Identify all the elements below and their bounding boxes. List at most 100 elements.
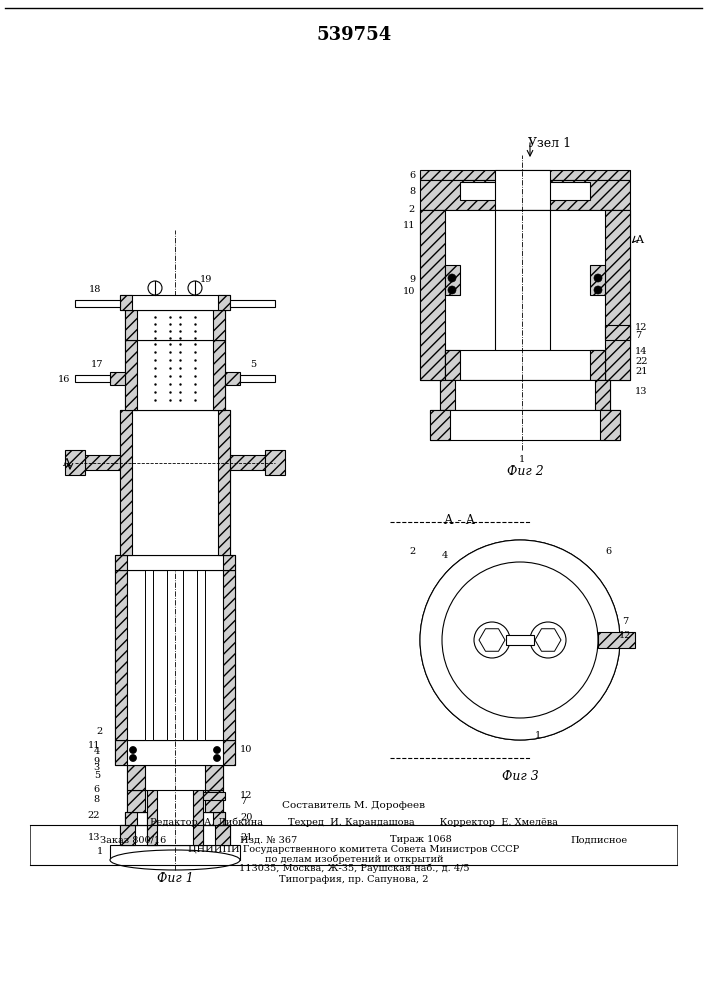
Polygon shape	[479, 629, 505, 651]
Text: 2: 2	[409, 206, 415, 215]
Text: 21: 21	[240, 834, 252, 842]
Text: 8: 8	[409, 188, 415, 196]
Text: Узел 1: Узел 1	[528, 137, 571, 150]
Text: Составитель М. Дорофеев: Составитель М. Дорофеев	[283, 800, 426, 810]
Text: 14: 14	[635, 348, 648, 357]
Text: 5: 5	[94, 770, 100, 780]
Text: 18: 18	[89, 285, 101, 294]
Polygon shape	[420, 210, 630, 380]
Text: 13: 13	[88, 834, 100, 842]
Polygon shape	[225, 372, 240, 385]
Polygon shape	[506, 635, 534, 645]
Text: 6: 6	[409, 170, 415, 180]
Text: Изд. № 367: Изд. № 367	[240, 836, 297, 844]
Circle shape	[214, 754, 221, 762]
Polygon shape	[125, 310, 225, 340]
Text: 11: 11	[88, 740, 100, 750]
Text: 9: 9	[94, 756, 100, 766]
Polygon shape	[535, 629, 561, 651]
Text: 4: 4	[442, 550, 448, 560]
Polygon shape	[445, 350, 605, 380]
Text: Заказ 800/16: Заказ 800/16	[100, 836, 166, 844]
Polygon shape	[440, 380, 610, 410]
Polygon shape	[598, 632, 635, 648]
Polygon shape	[420, 210, 445, 380]
Text: 2: 2	[409, 548, 415, 556]
Polygon shape	[223, 570, 235, 740]
Text: A: A	[62, 458, 70, 468]
Circle shape	[442, 562, 598, 718]
Polygon shape	[213, 340, 225, 410]
Polygon shape	[120, 295, 230, 310]
Circle shape	[188, 281, 202, 295]
Polygon shape	[127, 790, 223, 812]
Text: 6: 6	[605, 548, 611, 556]
Polygon shape	[115, 570, 127, 740]
Polygon shape	[605, 210, 630, 380]
Wedge shape	[420, 540, 620, 740]
Text: 12: 12	[619, 631, 631, 640]
Text: 3: 3	[94, 764, 100, 772]
Polygon shape	[120, 295, 132, 310]
Text: 20: 20	[240, 814, 252, 822]
Polygon shape	[430, 410, 620, 440]
Text: 9: 9	[409, 275, 415, 284]
Text: Тираж 1068: Тираж 1068	[390, 836, 452, 844]
Text: 7: 7	[635, 332, 641, 340]
Text: 7: 7	[240, 798, 246, 806]
Circle shape	[530, 622, 566, 658]
Polygon shape	[445, 265, 460, 295]
Polygon shape	[125, 340, 137, 410]
Text: Фиг 2: Фиг 2	[507, 465, 544, 478]
Text: 6: 6	[94, 786, 100, 794]
Polygon shape	[110, 845, 240, 860]
Text: A: A	[635, 235, 643, 245]
Text: 1: 1	[519, 455, 525, 464]
Polygon shape	[213, 812, 225, 825]
Text: 13: 13	[635, 387, 648, 396]
Circle shape	[594, 286, 602, 294]
Polygon shape	[120, 410, 230, 555]
Ellipse shape	[110, 850, 240, 870]
Polygon shape	[265, 450, 285, 475]
Text: 8: 8	[94, 796, 100, 804]
Text: 16: 16	[58, 374, 70, 383]
Polygon shape	[430, 410, 450, 440]
Polygon shape	[218, 295, 230, 310]
Polygon shape	[75, 375, 110, 382]
Text: 19: 19	[200, 275, 212, 284]
Polygon shape	[203, 792, 225, 800]
Polygon shape	[495, 210, 550, 380]
Polygon shape	[115, 555, 127, 570]
Text: 7: 7	[622, 617, 628, 626]
Polygon shape	[125, 310, 137, 340]
Polygon shape	[147, 785, 157, 845]
Polygon shape	[115, 740, 127, 765]
Text: А - А: А - А	[445, 514, 476, 526]
Polygon shape	[445, 350, 460, 380]
Text: 10: 10	[402, 288, 415, 296]
Polygon shape	[147, 785, 203, 845]
Polygon shape	[205, 790, 223, 812]
Polygon shape	[223, 740, 235, 765]
Polygon shape	[167, 570, 183, 740]
Polygon shape	[75, 300, 120, 307]
Circle shape	[129, 746, 136, 754]
Polygon shape	[460, 182, 590, 200]
Polygon shape	[65, 450, 85, 475]
Polygon shape	[605, 325, 630, 340]
Polygon shape	[420, 170, 630, 180]
Polygon shape	[240, 375, 275, 382]
Polygon shape	[230, 455, 265, 470]
Text: 5: 5	[250, 360, 256, 369]
Polygon shape	[145, 570, 153, 740]
Circle shape	[594, 274, 602, 282]
Polygon shape	[115, 740, 235, 765]
Polygon shape	[600, 410, 620, 440]
Polygon shape	[115, 555, 235, 570]
Polygon shape	[193, 785, 203, 845]
Circle shape	[448, 274, 456, 282]
Polygon shape	[120, 825, 230, 845]
Polygon shape	[218, 410, 230, 555]
Text: 4: 4	[94, 748, 100, 756]
